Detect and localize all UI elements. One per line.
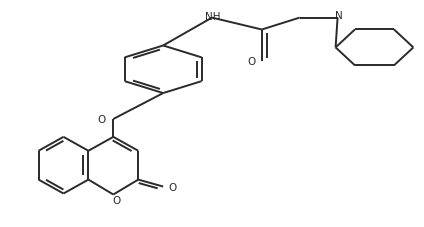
Text: O: O	[113, 195, 121, 205]
Text: O: O	[98, 114, 106, 124]
Text: O: O	[247, 57, 255, 67]
Text: N: N	[335, 11, 343, 21]
Text: NH: NH	[205, 12, 220, 22]
Text: O: O	[168, 182, 176, 192]
